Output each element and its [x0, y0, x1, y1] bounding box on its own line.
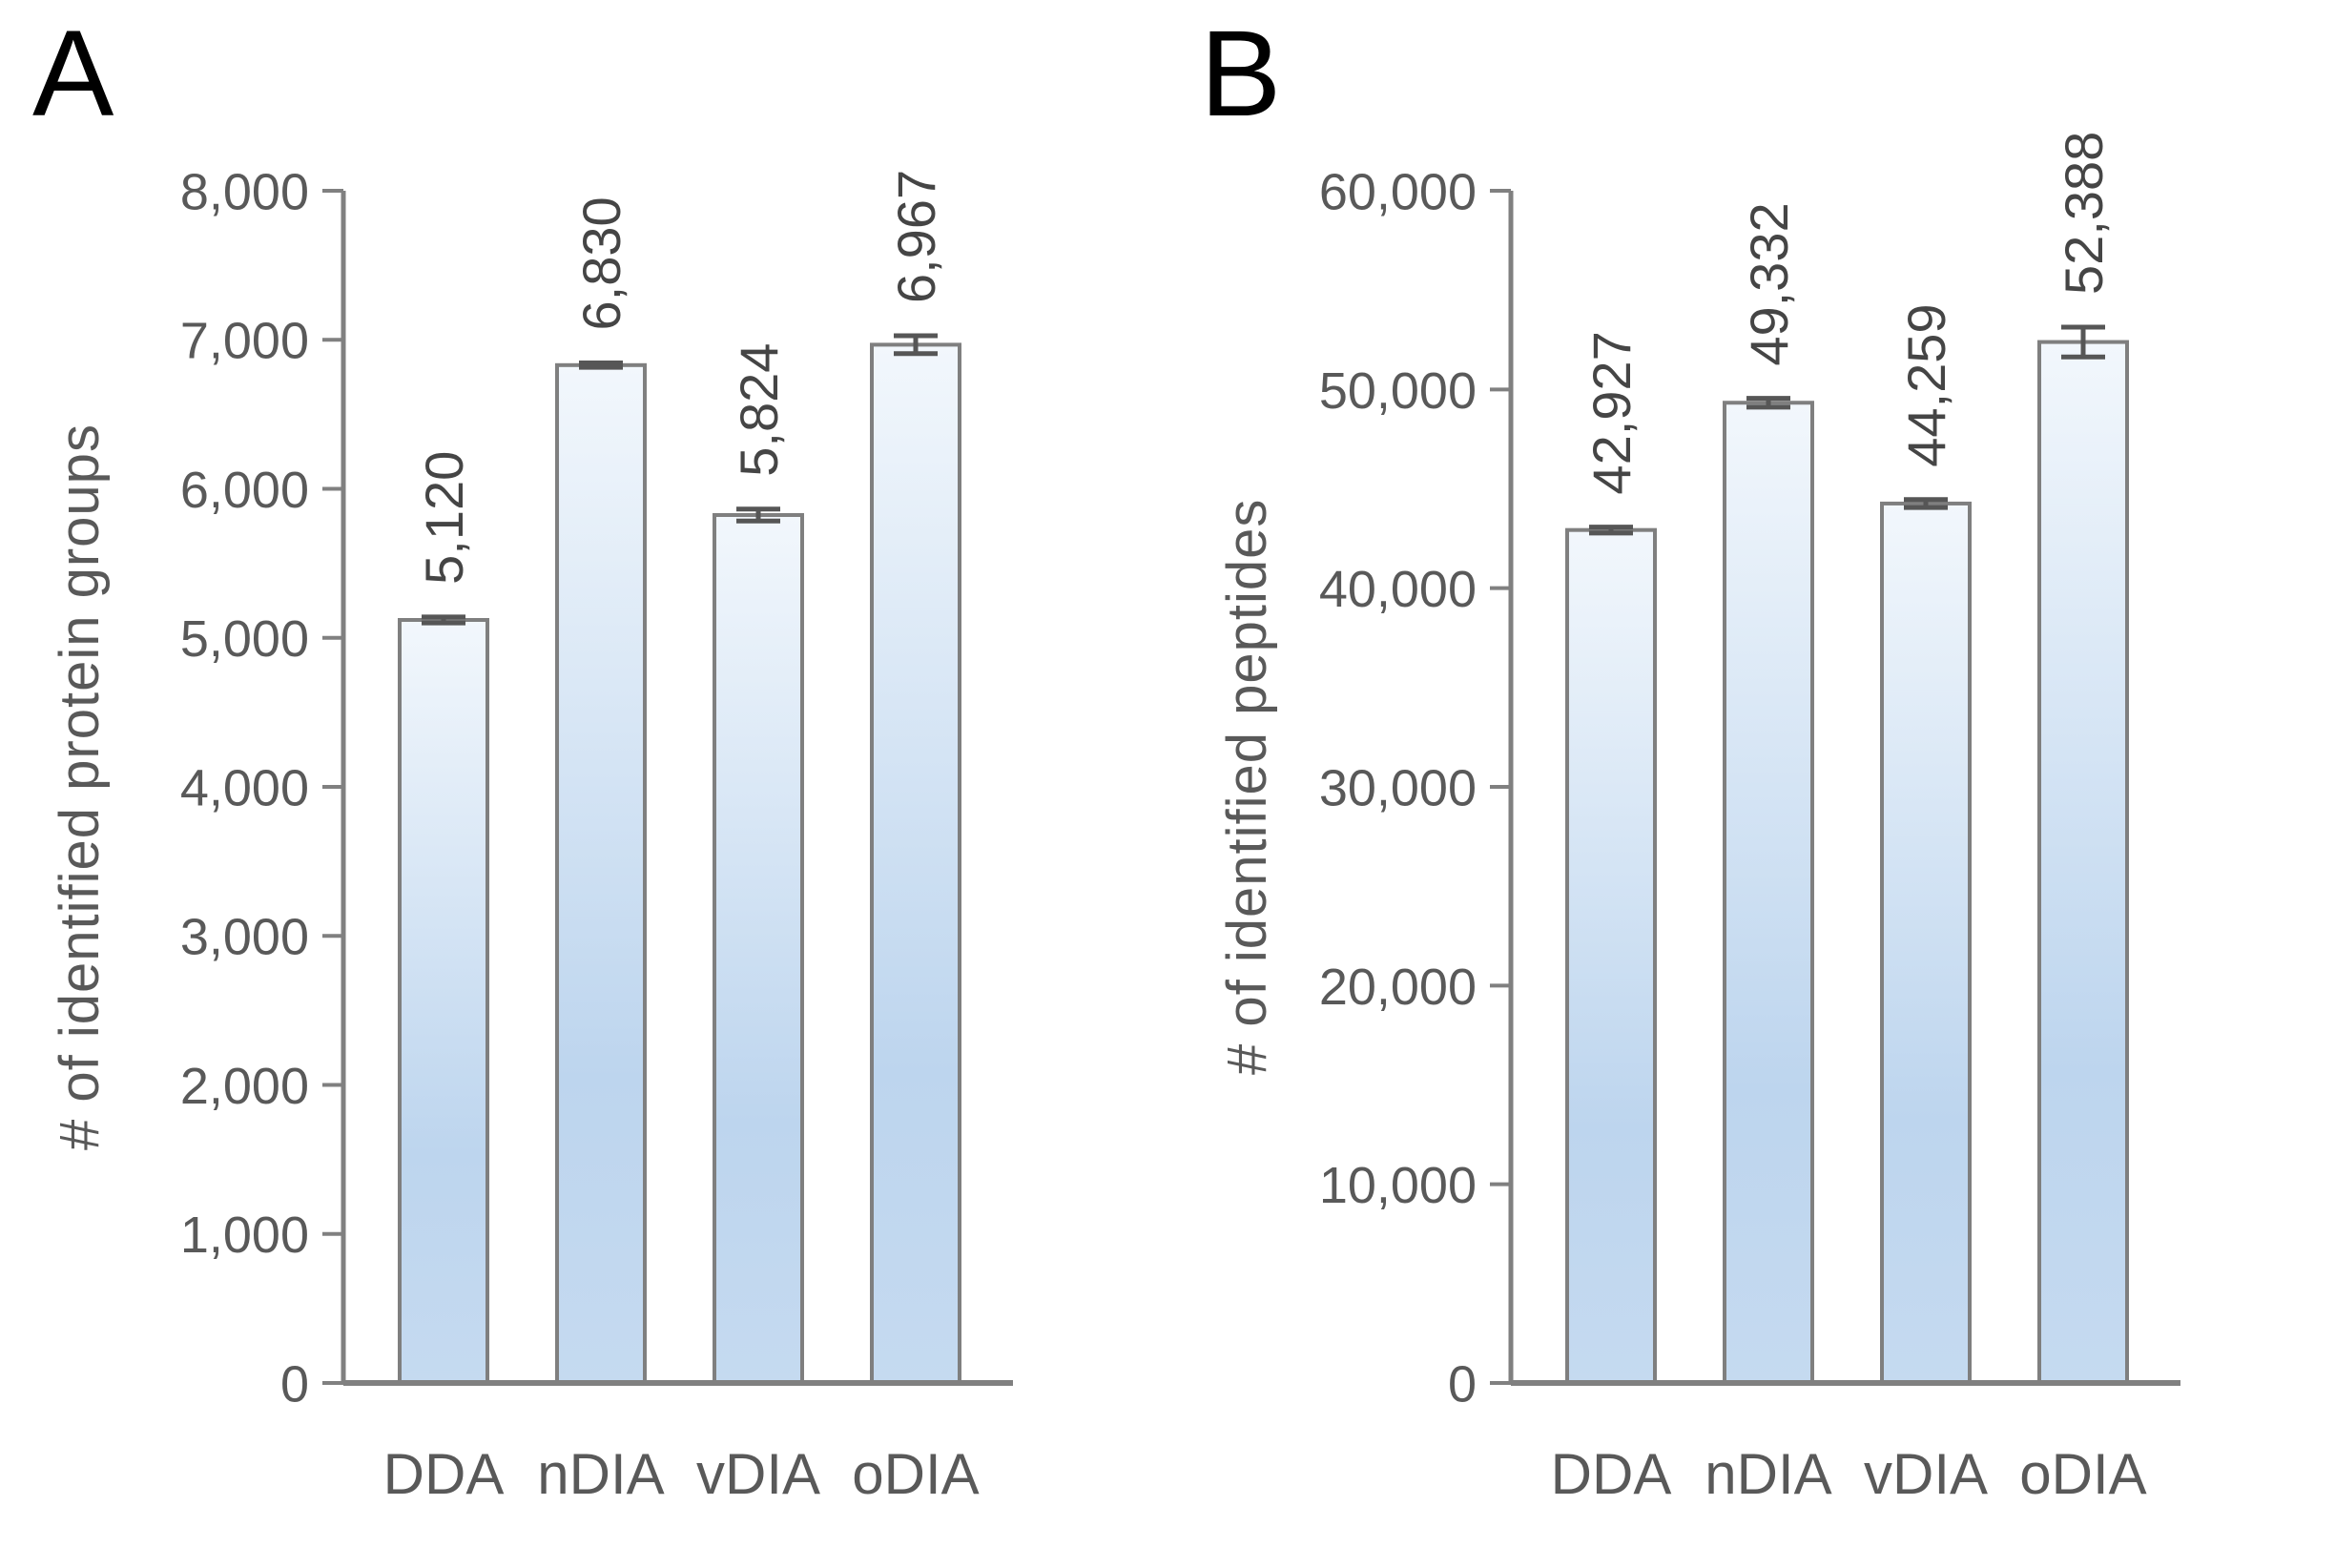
y-tick-label: 0 [1448, 1355, 1477, 1413]
y-tick-label: 50,000 [1319, 362, 1477, 420]
value-label-nDIA: 49,332 [1739, 202, 1799, 365]
bar-vDIA [713, 513, 804, 1385]
error-bar-nDIA [579, 360, 623, 370]
value-label-nDIA: 6,830 [571, 196, 631, 330]
error-bar-vDIA [1904, 497, 1948, 510]
y-tick-label: 30,000 [1319, 759, 1477, 816]
x-tick-label-oDIA: oDIA [2019, 1442, 2146, 1506]
value-label-vDIA: 5,824 [729, 343, 789, 477]
x-tick-label-vDIA: vDIA [696, 1442, 820, 1506]
value-label-oDIA: 6,967 [886, 170, 946, 303]
bar-nDIA [1723, 401, 1814, 1385]
error-bar-nDIA [1746, 396, 1790, 410]
bar-oDIA [2037, 340, 2129, 1385]
value-label-DDA: 5,120 [414, 451, 474, 585]
y-tick-label: 1,000 [180, 1207, 309, 1264]
y-tick-label: 8,000 [180, 163, 309, 220]
y-tick-label: 20,000 [1319, 959, 1477, 1016]
error-bar-DDA [1589, 525, 1633, 536]
bar-oDIA [870, 342, 961, 1385]
error-bar-oDIA [2061, 324, 2105, 360]
y-tick-label: 5,000 [180, 610, 309, 668]
x-tick-label-nDIA: nDIA [537, 1442, 664, 1506]
value-label-vDIA: 44,259 [1896, 303, 1956, 466]
panel-a: A # of identified protein groups 0 1,000 2… [32, 6, 1013, 1506]
panel-b-label: B [1200, 6, 1282, 142]
y-tick-label: 40,000 [1319, 561, 1477, 618]
y-tick-label: 10,000 [1319, 1157, 1477, 1214]
error-bar-DDA [422, 614, 465, 626]
y-tick-label: 3,000 [180, 909, 309, 966]
x-tick-label-DDA: DDA [383, 1442, 505, 1506]
x-tick-label-oDIA: oDIA [852, 1442, 979, 1506]
x-tick-label-vDIA: vDIA [1864, 1442, 1988, 1506]
bar-vDIA [1880, 501, 1972, 1385]
bar-DDA [1565, 527, 1657, 1385]
panel-a-bar-chart: 0 1,000 2,000 3,000 4,000 5,000 6,000 7,000 8,00… [180, 163, 1013, 1506]
y-tick-label: 7,000 [180, 313, 309, 370]
x-tick-label-nDIA: nDIA [1705, 1442, 1831, 1506]
bar-DDA [398, 618, 489, 1385]
y-tick-label: 6,000 [180, 462, 309, 519]
panel-a-label: A [32, 6, 114, 142]
error-bar-oDIA [894, 333, 938, 357]
error-bar-vDIA [736, 506, 780, 524]
bar-nDIA [555, 362, 647, 1385]
y-tick-label: 60,000 [1319, 163, 1477, 220]
panel-b: B # of identified peptides 0 10,000 20,000… [1168, 0, 2335, 1568]
value-label-oDIA: 52,388 [2054, 132, 2114, 295]
y-tick-label: 2,000 [180, 1058, 309, 1115]
y-tick-label: 0 [280, 1355, 309, 1413]
panel-b-bar-chart: 0 10,000 20,000 30,000 40,000 50,000 60,000 42,… [1319, 132, 2180, 1506]
x-tick-label-DDA: DDA [1551, 1442, 1672, 1506]
y-tick-label: 4,000 [180, 759, 309, 816]
value-label-DDA: 42,927 [1581, 331, 1642, 494]
